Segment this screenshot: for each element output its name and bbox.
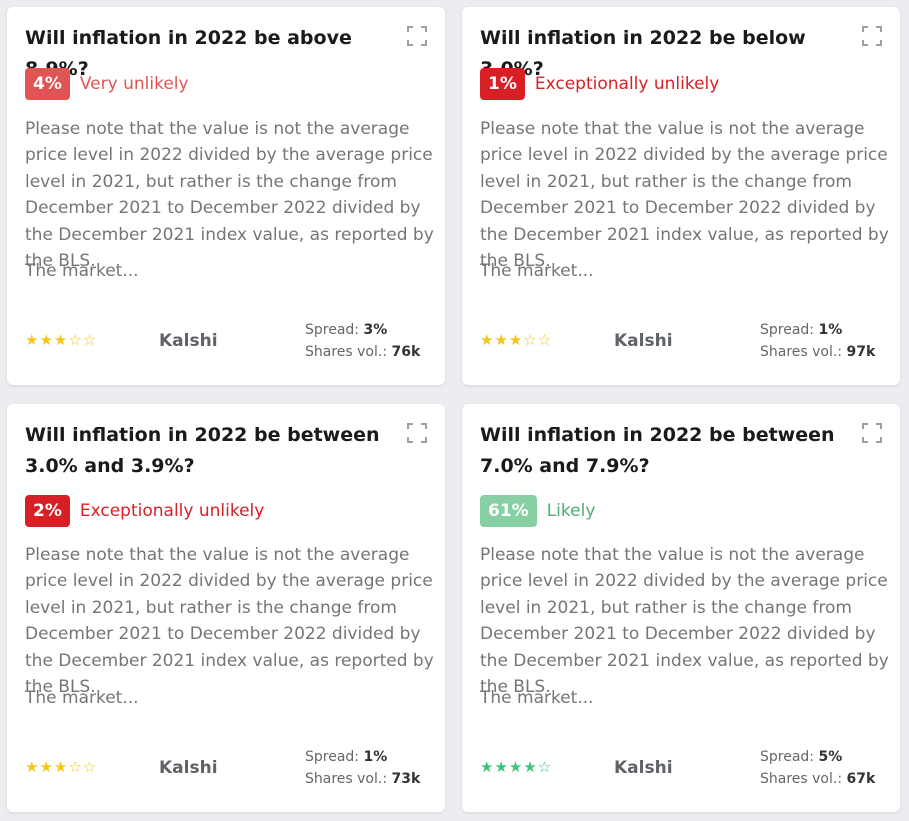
volume-value: 67k xyxy=(846,771,876,787)
platform-name: Kalshi xyxy=(159,331,218,351)
volume-stat: Shares vol.: 67k xyxy=(760,768,875,790)
read-more-text: The market... xyxy=(25,261,139,281)
market-card[interactable]: Will inflation in 2022 be below 3.0%? 1%… xyxy=(462,7,900,385)
spread-label: Spread: xyxy=(760,322,815,338)
star-rating: ★★★☆☆ xyxy=(25,758,98,776)
probability-badge: 1% xyxy=(480,68,525,100)
likelihood-label: Exceptionally unlikely xyxy=(534,74,720,94)
market-card[interactable]: Will inflation in 2022 be between 3.0% a… xyxy=(7,404,445,812)
spread-value: 1% xyxy=(818,322,843,338)
likelihood-label: Very unlikely xyxy=(79,74,189,94)
volume-stat: Shares vol.: 73k xyxy=(305,768,420,790)
read-more-text: The market... xyxy=(25,688,139,708)
platform-name: Kalshi xyxy=(614,331,673,351)
expand-icon[interactable] xyxy=(862,26,882,46)
market-stats: Spread: 1% Shares vol.: 97k xyxy=(760,319,875,363)
market-stats: Spread: 1% Shares vol.: 73k xyxy=(305,746,420,790)
expand-icon[interactable] xyxy=(862,423,882,443)
spread-value: 5% xyxy=(818,749,843,765)
card-description: Please note that the value is not the av… xyxy=(480,119,889,272)
volume-label: Shares vol.: xyxy=(305,771,388,787)
market-stats: Spread: 3% Shares vol.: 76k xyxy=(305,319,420,363)
card-title[interactable]: Will inflation in 2022 be between 7.0% a… xyxy=(480,424,835,477)
spread-stat: Spread: 1% xyxy=(305,746,420,768)
spread-label: Spread: xyxy=(305,749,360,765)
probability-row: 2% Exceptionally unlikely xyxy=(25,495,264,527)
volume-stat: Shares vol.: 76k xyxy=(305,341,420,363)
likelihood-label: Exceptionally unlikely xyxy=(79,501,265,521)
platform-name: Kalshi xyxy=(614,758,673,778)
volume-label: Shares vol.: xyxy=(760,344,843,360)
probability-row: 4% Very unlikely xyxy=(25,68,189,100)
expand-icon[interactable] xyxy=(407,423,427,443)
volume-stat: Shares vol.: 97k xyxy=(760,341,875,363)
spread-label: Spread: xyxy=(305,322,360,338)
probability-badge: 2% xyxy=(25,495,70,527)
spread-value: 3% xyxy=(363,322,388,338)
star-rating: ★★★☆☆ xyxy=(25,331,98,349)
read-more-text: The market... xyxy=(480,261,594,281)
card-description: Please note that the value is not the av… xyxy=(25,119,434,272)
probability-badge: 61% xyxy=(480,495,537,527)
likelihood-label: Likely xyxy=(546,501,596,521)
card-description: Please note that the value is not the av… xyxy=(480,545,889,698)
spread-stat: Spread: 1% xyxy=(760,319,875,341)
spread-label: Spread: xyxy=(760,749,815,765)
volume-value: 97k xyxy=(846,344,876,360)
market-card[interactable]: Will inflation in 2022 be between 7.0% a… xyxy=(462,404,900,812)
spread-value: 1% xyxy=(363,749,388,765)
star-rating: ★★★☆☆ xyxy=(480,331,553,349)
market-card[interactable]: Will inflation in 2022 be above 8.9%? 4%… xyxy=(7,7,445,385)
expand-icon[interactable] xyxy=(407,26,427,46)
volume-label: Shares vol.: xyxy=(760,771,843,787)
platform-name: Kalshi xyxy=(159,758,218,778)
volume-value: 76k xyxy=(391,344,421,360)
probability-badge: 4% xyxy=(25,68,70,100)
probability-row: 1% Exceptionally unlikely xyxy=(480,68,719,100)
card-title[interactable]: Will inflation in 2022 be between 3.0% a… xyxy=(25,424,380,477)
probability-row: 61% Likely xyxy=(480,495,595,527)
card-description: Please note that the value is not the av… xyxy=(25,545,434,698)
spread-stat: Spread: 5% xyxy=(760,746,875,768)
star-rating: ★★★★☆ xyxy=(480,758,553,776)
spread-stat: Spread: 3% xyxy=(305,319,420,341)
volume-value: 73k xyxy=(391,771,421,787)
market-stats: Spread: 5% Shares vol.: 67k xyxy=(760,746,875,790)
volume-label: Shares vol.: xyxy=(305,344,388,360)
read-more-text: The market... xyxy=(480,688,594,708)
